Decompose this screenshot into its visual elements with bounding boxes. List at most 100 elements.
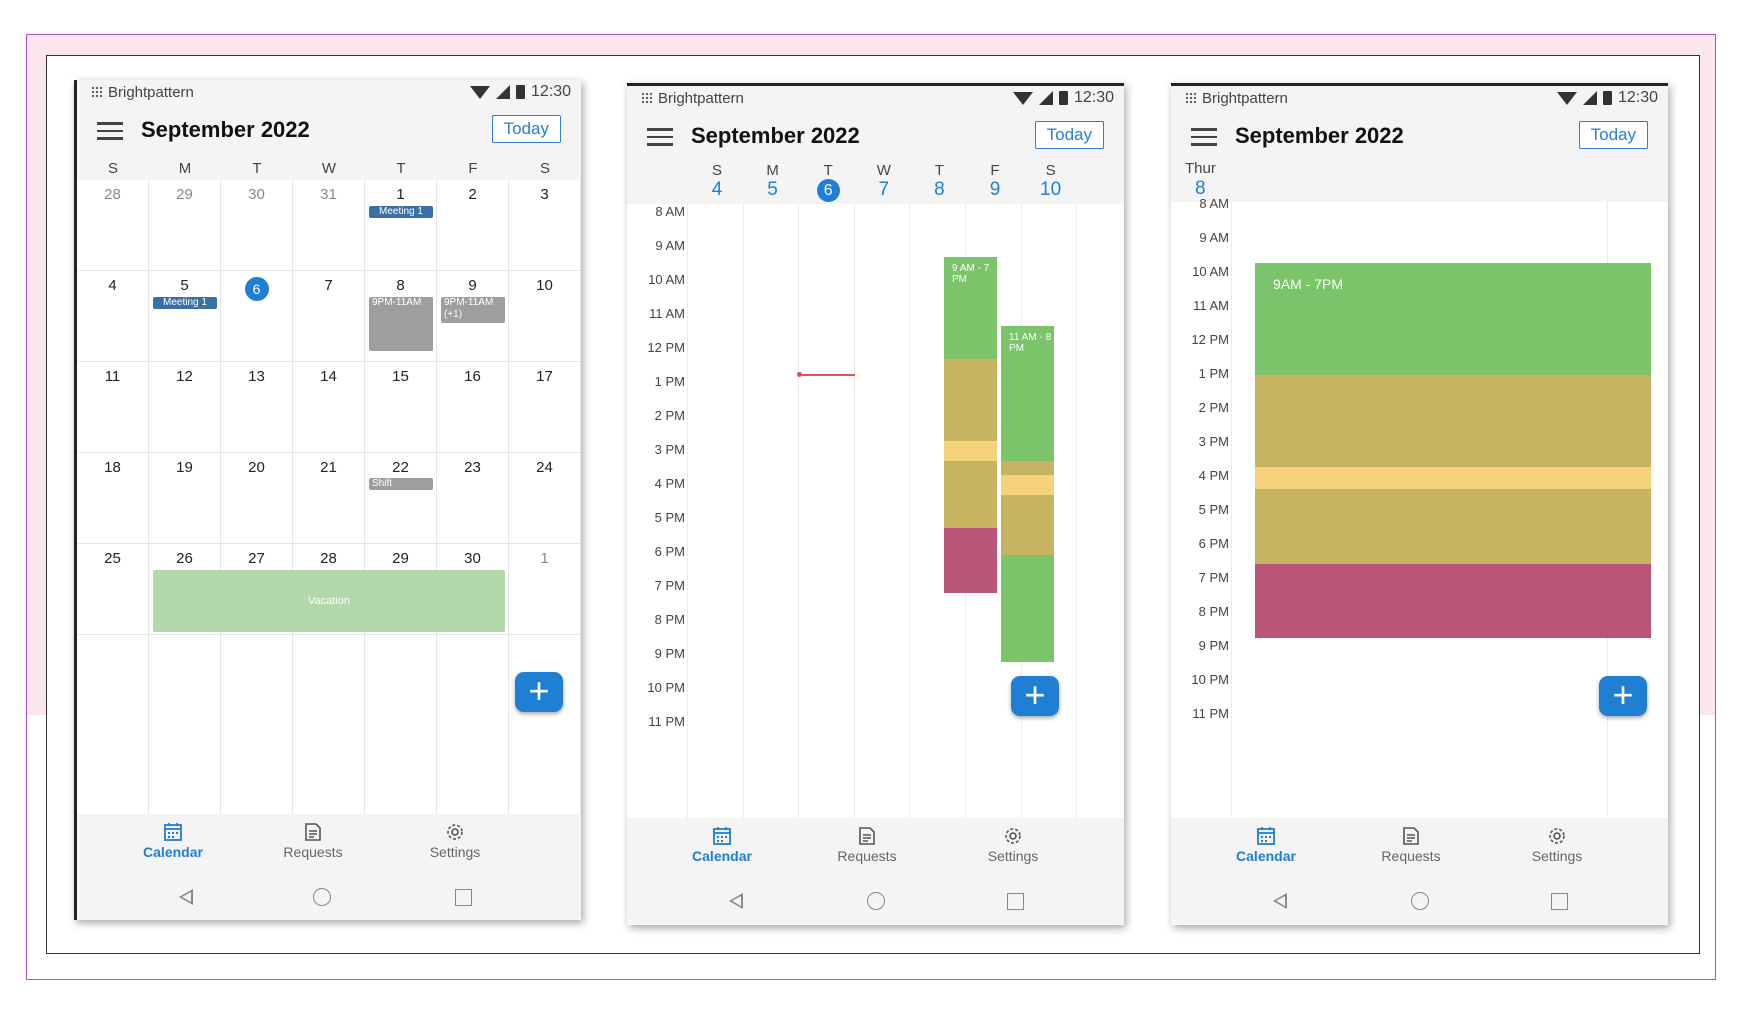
home-icon[interactable] (313, 888, 331, 906)
day-cell[interactable]: 4 (77, 271, 149, 362)
gear-icon (1549, 828, 1565, 844)
day-cell[interactable]: 23 (437, 453, 509, 544)
day-cell[interactable]: 25 (77, 544, 149, 635)
day-cell[interactable]: 12 (149, 362, 221, 453)
day-cell[interactable]: 2 (437, 180, 509, 271)
day-cell[interactable]: 13 (221, 362, 293, 453)
nav-requests[interactable]: Requests (1361, 826, 1461, 864)
day-cell[interactable]: 9 (437, 271, 509, 362)
today-button[interactable]: Today (1578, 121, 1648, 149)
nav-calendar[interactable]: Calendar (123, 822, 223, 860)
day-cell[interactable]: 14 (293, 362, 365, 453)
day-cell[interactable]: 18 (77, 453, 149, 544)
day-cell[interactable]: 20 (221, 453, 293, 544)
add-event-button[interactable]: + (1011, 676, 1059, 716)
day-event-segment[interactable] (1255, 467, 1651, 489)
nav-calendar[interactable]: Calendar (1216, 826, 1316, 864)
day-cell[interactable]: 10 (509, 271, 581, 362)
event-thu-segment[interactable] (944, 441, 997, 461)
day-cell[interactable]: 3 (509, 180, 581, 271)
nav-calendar[interactable]: Calendar (672, 826, 772, 864)
month-title: September 2022 (691, 123, 860, 148)
android-nav-bar (1171, 880, 1668, 924)
event-fri-segment[interactable] (1001, 495, 1054, 555)
day-event-segment[interactable] (1255, 489, 1651, 564)
nav-settings[interactable]: Settings (1507, 826, 1607, 864)
day-cell[interactable]: 22 (365, 453, 437, 544)
event-fri-segment[interactable] (1001, 475, 1054, 495)
event-chip[interactable]: 9PM-11AM (369, 297, 433, 351)
back-icon[interactable] (179, 889, 193, 905)
day-cell[interactable]: 1 (365, 180, 437, 271)
calendar-header: September 2022 Today (77, 106, 581, 156)
day-cell[interactable]: 1 (509, 544, 581, 635)
event-chip[interactable]: 9PM-11AM (+1) (441, 297, 505, 323)
nav-requests[interactable]: Requests (817, 826, 917, 864)
day-cell[interactable]: 24 (509, 453, 581, 544)
day-cell[interactable]: 30 (221, 180, 293, 271)
hamburger-icon[interactable] (1191, 128, 1217, 146)
day-cell[interactable]: 30 (437, 544, 509, 635)
recent-apps-icon[interactable] (1551, 893, 1568, 910)
day-cell[interactable]: 19 (149, 453, 221, 544)
day-event-segment[interactable] (1255, 375, 1651, 467)
nav-settings[interactable]: Settings (405, 822, 505, 860)
add-event-button[interactable]: + (515, 672, 563, 712)
day-number: 7 (324, 277, 333, 294)
recent-apps-icon[interactable] (1007, 893, 1024, 910)
event-fri-block[interactable]: 11 AM - 8 PM (1001, 326, 1054, 461)
week-day-column[interactable]: S 10 (1023, 162, 1079, 201)
add-event-button[interactable]: + (1599, 676, 1647, 716)
hamburger-icon[interactable] (97, 122, 123, 140)
event-fri-segment[interactable] (1001, 461, 1054, 475)
empty-cell (365, 635, 437, 814)
day-cell[interactable]: 16 (437, 362, 509, 453)
home-icon[interactable] (867, 892, 885, 910)
back-icon[interactable] (729, 893, 743, 909)
meeting-chip[interactable]: Meeting 1 (153, 297, 217, 309)
day-event-block[interactable]: 9AM - 7PM (1255, 263, 1651, 375)
day-cell[interactable]: 7 (293, 271, 365, 362)
wifi-icon (1012, 91, 1033, 105)
shift-chip[interactable]: Shift (369, 478, 433, 490)
day-cell[interactable]: 28 (77, 180, 149, 271)
event-thu-block[interactable]: 9 AM - 7 PM (944, 257, 997, 359)
nav-requests[interactable]: Requests (263, 822, 363, 860)
app-grid-icon (1185, 92, 1197, 104)
day-cell[interactable]: 17 (509, 362, 581, 453)
vacation-event[interactable]: Vacation (153, 570, 505, 632)
event-fri-segment[interactable] (1001, 555, 1054, 662)
day-cell[interactable]: 29 (149, 180, 221, 271)
day-number[interactable]: 8 (1195, 178, 1206, 199)
day-cell[interactable]: 11 (77, 362, 149, 453)
recent-apps-icon[interactable] (455, 889, 472, 906)
event-thu-segment[interactable] (944, 359, 997, 441)
nav-settings[interactable]: Settings (963, 826, 1063, 864)
day-cell[interactable]: 15 (365, 362, 437, 453)
status-icons: 12:30 (1556, 89, 1658, 107)
hour-label: 2 PM (654, 408, 685, 423)
day-cell[interactable]: 31 (293, 180, 365, 271)
day-cell[interactable]: 5 (149, 271, 221, 362)
event-thu-segment[interactable] (944, 528, 997, 593)
day-cell[interactable]: 21 (293, 453, 365, 544)
day-cell[interactable]: 6 (221, 271, 293, 362)
today-button[interactable]: Today (491, 115, 561, 143)
back-icon[interactable] (1273, 893, 1287, 909)
bottom-nav: Calendar Requests Settings (627, 818, 1124, 880)
day-event-segment[interactable] (1255, 564, 1651, 638)
day-cell[interactable]: 8 (365, 271, 437, 362)
week-day-number: 9 (989, 179, 1001, 200)
hamburger-icon[interactable] (647, 128, 673, 146)
event-thu-segment[interactable] (944, 461, 997, 528)
today-button[interactable]: Today (1034, 121, 1104, 149)
hour-label: 10 PM (647, 680, 685, 695)
home-icon[interactable] (1411, 892, 1429, 910)
meeting-chip[interactable]: Meeting 1 (369, 206, 433, 218)
